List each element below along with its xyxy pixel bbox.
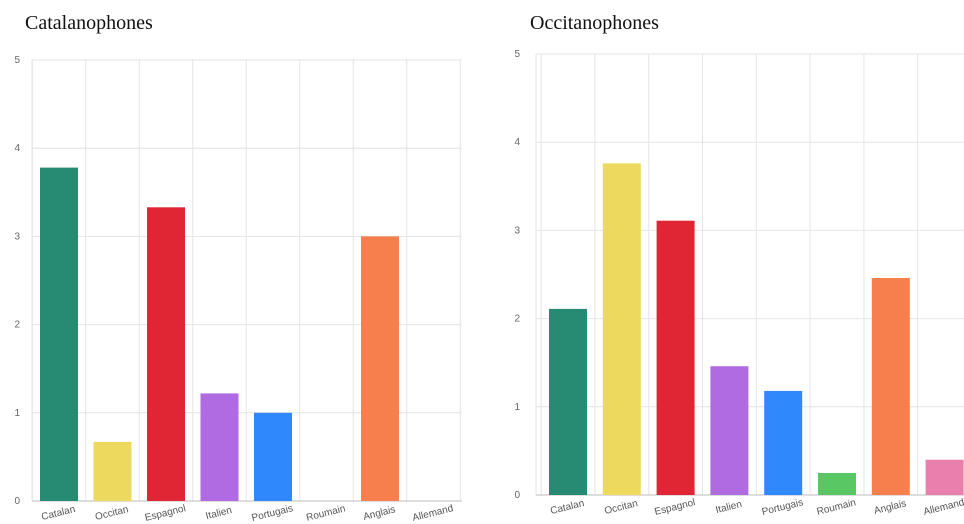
x-tick-label: Roumain xyxy=(816,497,858,517)
x-tick-label: Italien xyxy=(715,499,744,516)
y-tick-label: 2 xyxy=(514,314,520,325)
bar-catalan xyxy=(40,167,78,501)
bar-italien xyxy=(200,393,239,501)
chart-catalanophones: Catalanophones 0 1 2 3 4 5 Catalan Occitan Espag… xyxy=(14,12,462,524)
bar-anglais xyxy=(361,236,399,501)
x-tick-label: Portugais xyxy=(251,503,295,524)
chart-occitanophones: Occitanophones 0 1 2 3 4 5 Catalan Occitan Espag… xyxy=(514,12,964,518)
bar-catalan xyxy=(549,308,587,495)
x-tick-label: Anglais xyxy=(873,498,907,517)
x-tick-label: Catalan xyxy=(40,504,76,523)
x-tick-label: Allemand xyxy=(411,503,454,524)
x-tick-label: Anglais xyxy=(362,504,396,523)
bar-occitan xyxy=(93,441,132,501)
chart-title: Catalanophones xyxy=(25,12,153,34)
bar-roumain xyxy=(818,472,856,495)
x-tick-label: Occitan xyxy=(603,498,639,517)
y-tick-label: 4 xyxy=(514,137,520,148)
y-tick-label: 5 xyxy=(14,55,20,66)
bar-espagnol xyxy=(147,207,185,501)
x-tick-label: Espagnol xyxy=(144,503,187,524)
chart-title: Occitanophones xyxy=(530,12,659,34)
y-tick-label: 3 xyxy=(14,231,20,242)
y-tick-label: 1 xyxy=(514,402,520,413)
bar-anglais xyxy=(871,278,910,495)
x-tick-label: Catalan xyxy=(549,498,585,517)
y-tick-label: 1 xyxy=(14,408,20,419)
x-tick-label: Roumain xyxy=(305,503,347,523)
x-tick-label: Italien xyxy=(205,505,234,522)
x-tick-label: Occitan xyxy=(94,504,130,523)
x-tick-label: Portugais xyxy=(761,497,805,518)
bar-espagnol xyxy=(656,220,695,495)
y-tick-label: 2 xyxy=(14,320,20,331)
y-tick-label: 0 xyxy=(14,496,20,507)
y-tick-label: 4 xyxy=(14,143,20,154)
bar-allemand xyxy=(925,459,964,495)
bar-portugais xyxy=(764,390,803,495)
y-tick-label: 5 xyxy=(514,49,520,60)
y-tick-label: 3 xyxy=(514,225,520,236)
bar-italien xyxy=(710,366,749,495)
y-tick-label: 0 xyxy=(514,490,520,501)
bar-portugais xyxy=(254,412,292,501)
x-tick-label: Espagnol xyxy=(653,497,696,518)
bar-occitan xyxy=(602,163,641,496)
x-tick-label: Allemand xyxy=(922,497,964,518)
